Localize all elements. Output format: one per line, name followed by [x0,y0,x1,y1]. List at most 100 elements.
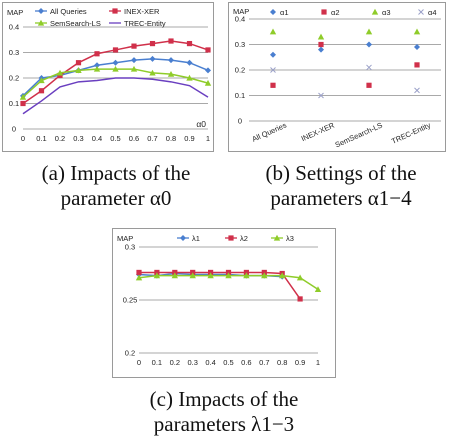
legend-glyph-marker [180,235,186,241]
x-tick-label: 0.9 [295,358,305,367]
x-tick-label: 0.3 [73,134,83,143]
y-axis-label: MAP [233,7,249,16]
data-point [38,88,45,94]
x-tick-label: 0.8 [166,134,176,143]
y-axis-label: MAP [7,8,23,17]
legend-entry: λ3 [286,234,294,243]
data-point [365,28,373,35]
data-point [314,286,322,292]
legend-glyph-marker [38,8,44,14]
data-point [136,269,142,276]
caption-a-line1: (a) Impacts of the [41,161,191,185]
data-point [153,272,161,279]
data-point [414,87,420,94]
legend-entry: λ1 [192,234,200,243]
legend-glyph-marker [228,235,234,241]
data-point-b [270,67,276,73]
data-point [94,51,100,57]
data-point [186,74,193,81]
x-tick-label: 0.4 [92,134,102,143]
y-tick-label: 0.2 [9,74,19,83]
legend-entry: SemSearch-LS [50,19,101,28]
data-point [171,272,178,279]
caption-b-line1: (b) Settings of the [265,161,417,185]
x-axis-label: α0 [196,119,206,129]
data-point [366,41,372,48]
data-point [414,44,420,51]
data-point [189,272,196,279]
x-tick-label: 0.1 [152,358,162,367]
data-point [318,46,324,53]
x-tick-label: 0.8 [277,358,287,367]
data-point [414,62,420,68]
data-point-b [366,64,372,71]
x-tick-label: 0.5 [110,134,120,143]
y-tick-label: 0.25 [123,296,138,305]
data-point [131,57,137,64]
data-point [149,55,156,62]
x-tick-label: All Queries [251,121,288,144]
x-tick-label: 0.9 [184,134,194,143]
x-tick-label: 0.5 [223,358,233,367]
data-point [270,82,276,88]
data-point [75,67,82,73]
data-point [279,272,286,279]
data-point [207,272,214,279]
legend-entry: All Queries [50,7,87,16]
data-point [186,59,193,66]
legend-entry: α2 [331,8,340,17]
legend-glyph-marker [112,8,118,14]
data-point [130,65,138,72]
data-point [269,28,277,35]
data-point [205,47,211,53]
x-tick-label: 0.1 [36,134,46,143]
y-tick-label: 0.1 [235,91,245,100]
data-point [413,28,421,35]
series-line [22,77,209,115]
chart-alpha0-svg: 0 0.1 0.2 0.3 0.4 0 0.1 0.2 0.3 0.4 0.5 0.6 0.7 0.8 0.… [7,7,212,143]
data-point [93,65,101,72]
x-tick-label: 0.7 [259,358,269,367]
legend-entry: λ2 [240,234,248,243]
x-tick-label: SemSearch-LS [334,121,384,150]
caption-c-line1: (c) Impacts of the [149,387,299,411]
y-tick-label: 0.3 [9,48,19,57]
data-point [366,64,372,71]
legend-entry: α1 [280,8,289,17]
data-point [20,100,26,107]
caption-c: (c) Impacts of the parameters λ1−3 [112,387,336,437]
data-point [75,60,82,66]
legend-entry: INEX-XER [124,7,160,16]
y-tick-label: 0.3 [235,40,245,49]
y-tick-label: 0.1 [9,99,19,108]
legend-glyph-marker-b [418,9,424,15]
data-point [205,67,211,74]
chart-lambda: 0.2 0.25 0.3 0 0.1 0.2 0.3 0.4 0.5 0.6 0.7 0.8 0.9 1 M… [112,228,336,378]
caption-a: (a) Impacts of the parameter α0 [0,161,232,211]
legend-entry: α4 [428,8,437,17]
x-tick-label: 0.2 [170,358,180,367]
legend-glyph-marker [418,9,424,15]
legend-entry: TREC-Entity [124,19,166,28]
data-point [94,62,100,69]
y-tick-label: 0 [238,117,242,126]
data-point [131,43,137,49]
data-point [186,40,193,47]
x-tick-label: 0.3 [187,358,197,367]
data-point [168,57,174,64]
x-tick-label: 0 [21,134,25,143]
y-tick-label: 0.3 [125,243,135,252]
y-tick-label: 0.4 [235,15,245,24]
data-point [149,69,156,76]
data-point [135,274,143,281]
x-tick-label: 0.6 [241,358,251,367]
data-point [243,272,250,279]
caption-a-line2: parameter α0 [60,186,172,210]
legend-glyph-marker [270,9,276,15]
data-point [112,59,119,66]
x-tick-label: 1 [316,358,320,367]
y-tick-label: 0.2 [235,66,245,75]
y-tick-label: 0 [12,125,16,134]
x-tick-label: 0.6 [129,134,139,143]
